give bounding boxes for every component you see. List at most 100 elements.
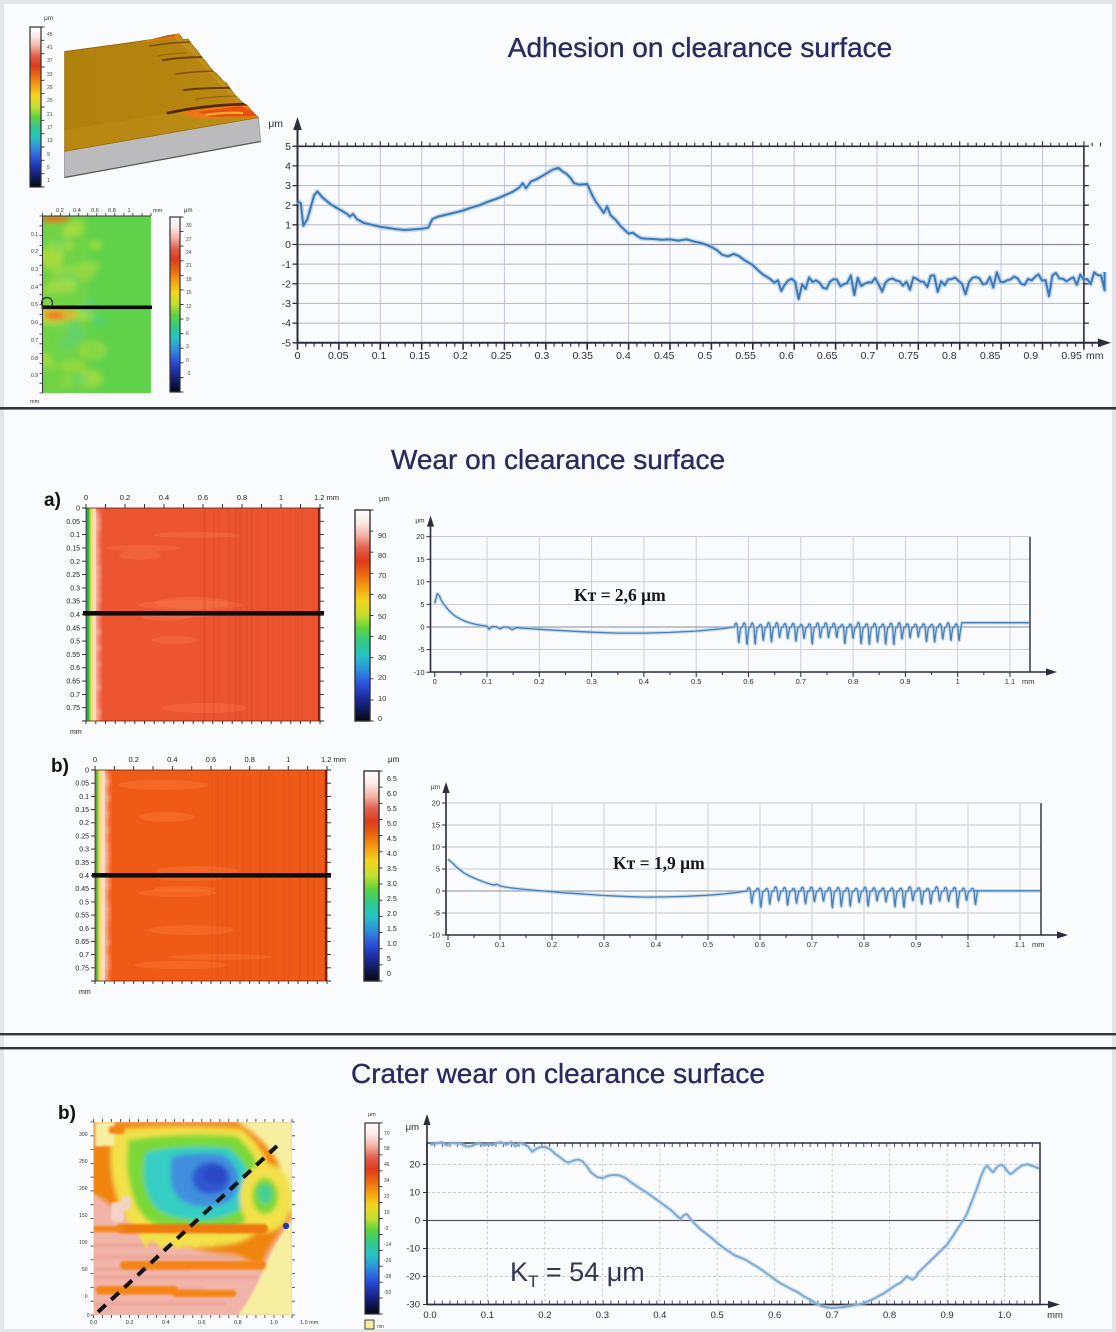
svg-text:0.75: 0.75	[898, 350, 919, 362]
svg-text:5: 5	[436, 865, 440, 874]
svg-text:4: 4	[285, 161, 291, 173]
svg-text:10: 10	[416, 577, 424, 586]
svg-text:-10: -10	[406, 1244, 420, 1255]
svg-text:0.6: 0.6	[198, 493, 208, 502]
svg-text:0.5: 0.5	[703, 940, 713, 949]
svg-text:3: 3	[285, 180, 291, 192]
svg-text:0.7: 0.7	[807, 940, 817, 949]
svg-text:Crater wear on clearance surfa: Crater wear on clearance surface	[351, 1058, 765, 1089]
svg-text:0.8: 0.8	[234, 1320, 242, 1326]
svg-text:4.5: 4.5	[387, 836, 397, 843]
svg-text:0.6: 0.6	[768, 1310, 781, 1321]
svg-text:200: 200	[79, 1186, 88, 1192]
svg-text:0.5: 0.5	[711, 1310, 724, 1321]
svg-text:90: 90	[378, 531, 386, 540]
svg-text:-10: -10	[429, 931, 440, 940]
svg-text:mm: mm	[70, 729, 82, 736]
svg-text:0.3: 0.3	[70, 585, 80, 592]
svg-text:0.4: 0.4	[73, 208, 81, 214]
svg-text:-26: -26	[384, 1258, 391, 1264]
svg-text:0.4: 0.4	[159, 493, 169, 502]
svg-text:150: 150	[79, 1213, 88, 1219]
svg-text:1: 1	[285, 219, 291, 231]
svg-text:15: 15	[432, 821, 440, 830]
svg-text:0.7: 0.7	[31, 338, 38, 344]
svg-text:2.5: 2.5	[387, 896, 397, 903]
svg-text:10: 10	[409, 1188, 420, 1199]
svg-text:-2: -2	[282, 278, 291, 290]
svg-text:22: 22	[384, 1194, 390, 1200]
svg-text:0.9: 0.9	[1023, 350, 1038, 362]
svg-text:1: 1	[966, 940, 970, 949]
svg-text:1.0: 1.0	[387, 941, 397, 948]
svg-text:mm: mm	[30, 399, 40, 405]
svg-text:0.8: 0.8	[883, 1310, 896, 1321]
svg-text:20: 20	[409, 1160, 420, 1171]
svg-text:0.35: 0.35	[572, 350, 593, 362]
svg-text:0: 0	[436, 887, 440, 896]
svg-text:0.3: 0.3	[31, 267, 38, 273]
svg-text:-10: -10	[414, 668, 425, 677]
svg-text:0.6: 0.6	[743, 677, 753, 686]
svg-text:μm: μm	[379, 494, 390, 503]
svg-text:0.2: 0.2	[31, 249, 38, 255]
svg-text:0.2: 0.2	[128, 755, 138, 764]
svg-text:0.95: 0.95	[1061, 350, 1082, 362]
svg-text:0.2: 0.2	[56, 208, 64, 214]
svg-text:0: 0	[76, 506, 80, 513]
svg-text:mm: mm	[1032, 940, 1045, 949]
svg-text:9: 9	[186, 317, 189, 323]
svg-text:70: 70	[384, 1131, 390, 1137]
svg-text:0.8: 0.8	[942, 350, 957, 362]
svg-text:0.1: 0.1	[482, 677, 492, 686]
svg-text:0.3: 0.3	[599, 940, 609, 949]
svg-text:0.9: 0.9	[900, 677, 910, 686]
svg-text:1.0: 1.0	[270, 1320, 278, 1326]
svg-text:0.25: 0.25	[66, 572, 80, 579]
svg-text:41: 41	[47, 45, 53, 51]
svg-text:0.2: 0.2	[70, 559, 80, 566]
svg-text:0: 0	[285, 239, 291, 251]
svg-text:4.0: 4.0	[387, 851, 397, 858]
svg-text:0.7: 0.7	[826, 1310, 839, 1321]
svg-text:20: 20	[378, 673, 386, 682]
svg-text:0.2: 0.2	[453, 350, 468, 362]
svg-text:25: 25	[47, 98, 53, 104]
svg-text:0.65: 0.65	[75, 939, 89, 946]
svg-text:1: 1	[279, 493, 283, 502]
svg-text:0.6: 0.6	[70, 665, 80, 672]
svg-text:0: 0	[186, 358, 189, 364]
svg-text:0: 0	[87, 1313, 90, 1319]
svg-text:0: 0	[433, 677, 437, 686]
svg-text:9: 9	[47, 152, 50, 158]
svg-text:0: 0	[415, 1216, 420, 1227]
svg-text:10: 10	[384, 1210, 390, 1216]
svg-text:-38: -38	[384, 1274, 391, 1280]
svg-text:29: 29	[47, 85, 53, 91]
svg-text:1.0: 1.0	[998, 1310, 1011, 1321]
svg-text:10: 10	[432, 843, 440, 852]
svg-text:0.2: 0.2	[79, 820, 89, 827]
svg-text:0.6: 0.6	[79, 926, 89, 933]
svg-text:2.0: 2.0	[387, 911, 397, 918]
svg-text:0.1: 0.1	[70, 532, 80, 539]
svg-text:0.4: 0.4	[167, 755, 177, 764]
svg-text:0.6: 0.6	[198, 1320, 206, 1326]
svg-text:0.1: 0.1	[481, 1310, 494, 1321]
svg-text:0: 0	[446, 940, 450, 949]
svg-text:50: 50	[82, 1267, 88, 1273]
svg-text:3.0: 3.0	[387, 881, 397, 888]
svg-text:18: 18	[186, 277, 192, 283]
svg-text:0.9: 0.9	[911, 940, 921, 949]
svg-text:0.6: 0.6	[91, 208, 99, 214]
svg-text:21: 21	[47, 112, 53, 118]
svg-text:0.45: 0.45	[75, 886, 89, 893]
svg-text:-20: -20	[406, 1272, 420, 1283]
svg-text:-5: -5	[418, 645, 425, 654]
svg-text:0.15: 0.15	[66, 545, 80, 552]
svg-text:0.35: 0.35	[75, 860, 89, 867]
svg-text:μm: μm	[415, 518, 424, 525]
svg-text:0.3: 0.3	[79, 847, 89, 854]
svg-text:6.0: 6.0	[387, 791, 397, 798]
svg-text:0.05: 0.05	[66, 519, 80, 526]
